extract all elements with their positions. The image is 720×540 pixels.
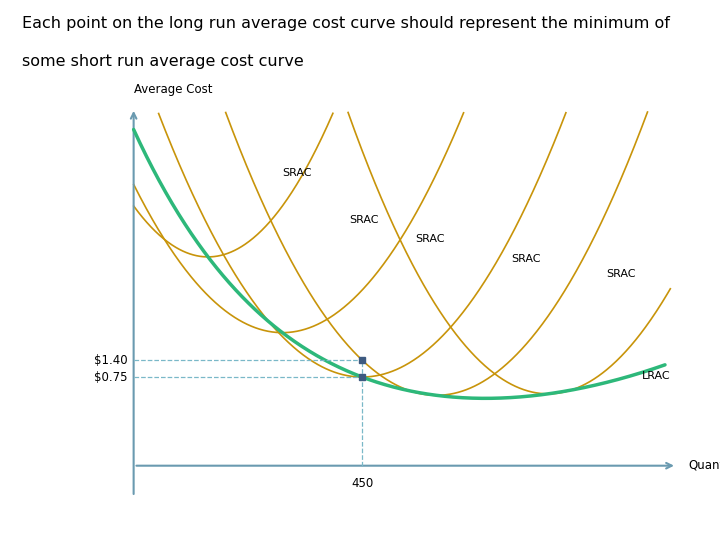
Text: SRAC: SRAC [348, 214, 378, 225]
Text: SRAC: SRAC [415, 234, 445, 244]
Text: some short run average cost curve: some short run average cost curve [22, 54, 303, 69]
Text: SRAC: SRAC [511, 253, 541, 264]
Text: 450: 450 [351, 477, 373, 490]
Text: Quantity: Quantity [688, 459, 720, 472]
Text: SRAC: SRAC [606, 269, 636, 279]
Text: Each point on the long run average cost curve should represent the minimum of: Each point on the long run average cost … [22, 16, 670, 31]
Text: $1.40: $1.40 [94, 354, 127, 367]
Text: LRAC: LRAC [642, 372, 670, 381]
Text: SRAC: SRAC [282, 168, 312, 178]
Text: Average Cost: Average Cost [134, 83, 212, 96]
Text: $0.75: $0.75 [94, 370, 127, 383]
